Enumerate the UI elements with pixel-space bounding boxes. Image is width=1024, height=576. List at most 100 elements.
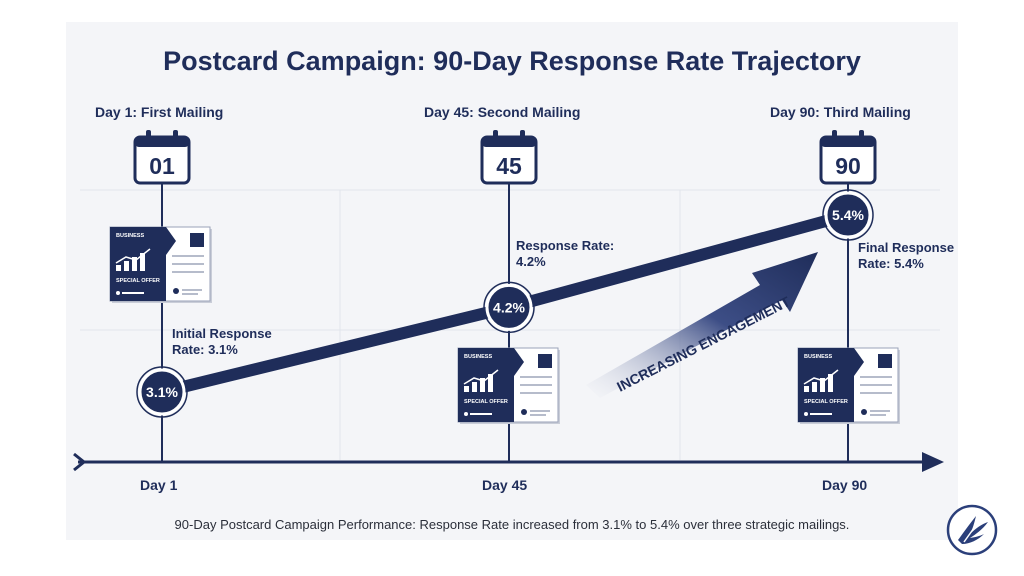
postcard-bar — [488, 374, 493, 392]
calendar-ring-right — [520, 130, 525, 143]
postcard-address-line — [860, 384, 892, 386]
postcard-bullet — [804, 412, 808, 416]
annotation-1: Initial Response Rate: 3.1% — [172, 326, 272, 358]
data-point-ring — [483, 281, 535, 334]
annotation-2: Response Rate: 4.2% — [516, 238, 614, 270]
mailing-title-2: Day 45: Second Mailing — [424, 104, 581, 120]
postcard-bar — [132, 257, 137, 271]
postcard-address-line — [870, 414, 886, 416]
data-point-ring — [136, 366, 188, 418]
calendar-number: 45 — [496, 153, 522, 179]
postcard-address-line — [860, 376, 892, 378]
postcard-address-line — [870, 410, 890, 412]
postcard-stamp — [878, 354, 892, 368]
chart-title: Postcard Campaign: 90-Day Response Rate … — [163, 46, 861, 76]
postcard-offer-label: SPECIAL OFFER — [464, 399, 508, 405]
postcard-address-line — [172, 271, 204, 273]
postcard-address-line — [530, 410, 550, 412]
annotation-3-line1: Final Response — [858, 240, 955, 255]
calendar-number: 90 — [835, 153, 861, 179]
postcard-stamp — [538, 354, 552, 368]
postcard-bar — [820, 378, 825, 392]
calendar-ring-right — [859, 130, 864, 143]
postcard-address-line — [860, 392, 892, 394]
calendar-ring-left — [832, 130, 837, 143]
postcard-address-line — [520, 384, 552, 386]
postcard-address-line — [520, 392, 552, 394]
data-point-2: 4.2% — [483, 281, 535, 334]
postcard-bullet — [464, 412, 468, 416]
postcard-bar — [812, 382, 817, 392]
annotation-1-line1: Initial Response — [172, 326, 272, 341]
calendar-icon-3: 90 — [819, 130, 877, 185]
arrow-label: INCREASING ENGAGEMENT — [614, 293, 793, 395]
data-point-marker — [138, 368, 186, 416]
mailing-title-1: Day 1: First Mailing — [95, 104, 224, 120]
postcard-1: BUSINESS SPECIAL OFFER — [109, 226, 212, 303]
postcard-business-label: BUSINESS — [116, 233, 144, 239]
data-point-ring — [822, 189, 874, 241]
chart-panel — [66, 22, 958, 540]
data-label-2: 4.2% — [493, 299, 525, 315]
x-tick-label-2: Day 45 — [482, 477, 528, 493]
annotation-1-line2: Rate: 3.1% — [172, 342, 238, 357]
postcard-address-line — [530, 414, 546, 416]
data-label-1: 3.1% — [146, 384, 178, 400]
postcard-bar — [472, 382, 477, 392]
postcard-icon — [173, 288, 179, 294]
postcard-line — [122, 292, 144, 294]
calendar-ring-left — [493, 130, 498, 143]
data-point-1: 3.1% — [136, 366, 188, 418]
postcard-bar — [480, 378, 485, 392]
postcard-icon — [521, 409, 527, 415]
x-tick-label-1: Day 1 — [140, 477, 178, 493]
postcard-bullet — [116, 291, 120, 295]
postcard-bar — [140, 253, 145, 271]
data-point-marker — [485, 283, 533, 331]
calendar-header — [821, 137, 875, 147]
chart-caption: 90-Day Postcard Campaign Performance: Re… — [174, 517, 850, 532]
postcard-3: BUSINESS SPECIAL OFFER — [797, 347, 900, 424]
postcard-line — [810, 413, 832, 415]
postcards: BUSINESS SPECIAL OFFER BUSINESS SPECIAL OFF… — [109, 226, 900, 424]
postcard-offer-label: SPECIAL OFFER — [804, 399, 848, 405]
data-point-3: 5.4% — [822, 189, 874, 241]
annotation-3: Final Response Rate: 5.4% — [858, 240, 954, 272]
postcard-address-line — [172, 255, 204, 257]
calendar-icon-1: 01 — [133, 130, 191, 185]
calendar-header — [135, 137, 189, 147]
x-axis — [73, 452, 944, 472]
data-points: 3.1% 4.2% 5.4% — [136, 189, 874, 418]
postcard-line — [470, 413, 492, 415]
annotation-2-line2: 4.2% — [516, 254, 546, 269]
postcard-trend — [803, 369, 839, 385]
postcard-stamp — [190, 233, 204, 247]
annotation-2-line1: Response Rate: — [516, 238, 615, 253]
postcard-icon — [861, 409, 867, 415]
calendar-ring-right — [173, 130, 178, 143]
annotation-3-line2: Rate: 5.4% — [858, 256, 924, 271]
calendar-number: 01 — [149, 153, 175, 179]
postcard-2: BUSINESS SPECIAL OFFER — [457, 347, 560, 424]
calendar-icon-2: 45 — [480, 130, 538, 185]
postcard-offer-label: SPECIAL OFFER — [116, 278, 160, 284]
data-label-3: 5.4% — [832, 207, 864, 223]
mailing-title-3: Day 90: Third Mailing — [770, 104, 911, 120]
postcard-address-line — [172, 263, 204, 265]
brand-logo-icon[interactable] — [946, 504, 998, 556]
calendar-ring-left — [146, 130, 151, 143]
postcard-bar — [804, 386, 809, 392]
postcard-trend — [115, 248, 151, 264]
postcard-address-line — [182, 289, 202, 291]
postcard-address-line — [182, 293, 198, 295]
postcard-bar — [828, 374, 833, 392]
postcard-bar — [116, 265, 121, 271]
data-point-marker — [824, 191, 872, 239]
calendar-header — [482, 137, 536, 147]
postcard-bar — [124, 261, 129, 271]
x-tick-label-3: Day 90 — [822, 477, 868, 493]
calendars: 01 45 90 — [133, 130, 877, 185]
postcard-business-label: BUSINESS — [804, 354, 832, 360]
